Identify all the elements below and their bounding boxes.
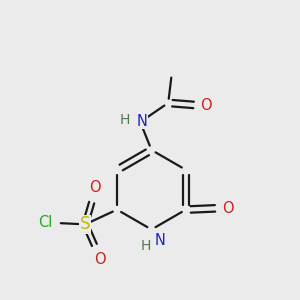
Text: O: O [200, 98, 212, 113]
Text: H: H [141, 239, 152, 253]
Text: O: O [94, 252, 106, 267]
Text: S: S [80, 215, 91, 233]
Text: Cl: Cl [38, 215, 53, 230]
Text: N: N [154, 233, 165, 248]
Text: N: N [136, 114, 147, 129]
Text: O: O [89, 180, 101, 195]
Text: H: H [120, 113, 130, 127]
Text: O: O [222, 201, 234, 216]
